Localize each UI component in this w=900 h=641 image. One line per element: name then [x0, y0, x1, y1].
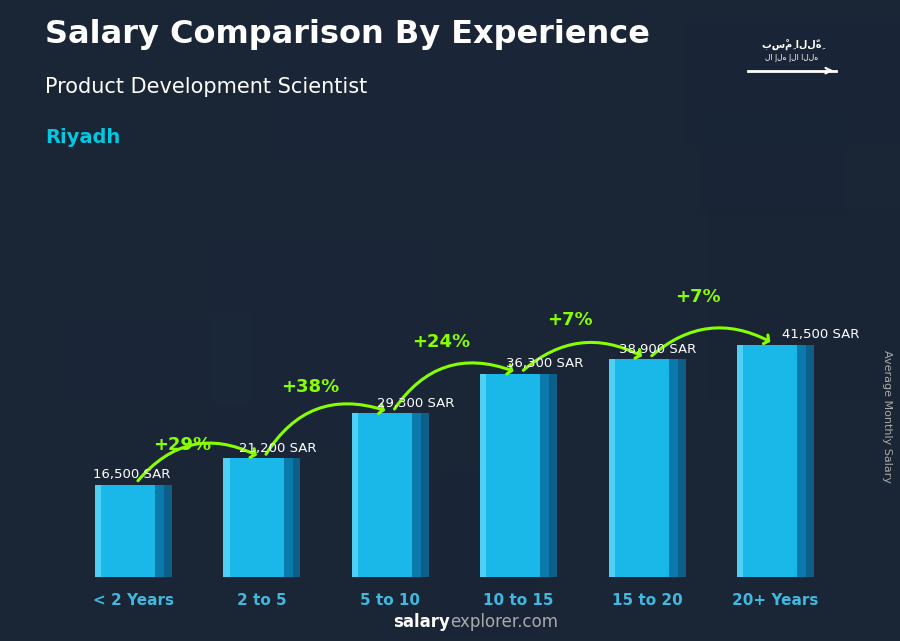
Text: +38%: +38% — [282, 378, 340, 395]
Bar — [540, 374, 557, 577]
Text: Product Development Scientist: Product Development Scientist — [45, 77, 367, 97]
Bar — [608, 360, 615, 577]
Bar — [550, 374, 557, 577]
Bar — [174, 66, 428, 290]
Bar — [284, 458, 301, 577]
Bar — [612, 360, 670, 577]
Bar — [292, 458, 301, 577]
Text: بِسْمِ اللّٰهِ: بِسْمِ اللّٰهِ — [762, 40, 822, 51]
Bar — [806, 345, 814, 577]
Text: Riyadh: Riyadh — [45, 128, 121, 147]
Bar — [99, 485, 157, 577]
Bar — [708, 206, 900, 402]
Text: 21,200 SAR: 21,200 SAR — [238, 442, 317, 455]
Bar — [678, 360, 686, 577]
Bar — [698, 115, 846, 214]
Bar — [72, 314, 252, 406]
Bar — [741, 345, 798, 577]
Bar — [223, 458, 230, 577]
Bar — [356, 413, 413, 577]
Text: +7%: +7% — [547, 311, 593, 329]
Text: 38,900 SAR: 38,900 SAR — [619, 343, 696, 356]
Bar — [95, 485, 102, 577]
Text: Salary Comparison By Experience: Salary Comparison By Experience — [45, 19, 650, 50]
Bar — [412, 413, 428, 577]
Bar — [440, 472, 536, 637]
Bar — [481, 374, 486, 577]
Text: 16,500 SAR: 16,500 SAR — [93, 468, 170, 481]
Text: 41,500 SAR: 41,500 SAR — [782, 328, 860, 342]
Bar — [270, 0, 557, 153]
Bar — [484, 374, 542, 577]
Text: +29%: +29% — [153, 437, 211, 454]
Bar — [155, 485, 172, 577]
Bar — [421, 413, 428, 577]
Bar — [797, 345, 814, 577]
Text: salary: salary — [393, 613, 450, 631]
Text: Average Monthly Salary: Average Monthly Salary — [881, 350, 892, 483]
Bar — [352, 413, 358, 577]
Text: +7%: +7% — [676, 288, 721, 306]
Text: +24%: +24% — [412, 333, 471, 351]
Text: 29,300 SAR: 29,300 SAR — [377, 397, 454, 410]
Bar — [737, 345, 743, 577]
Bar — [683, 23, 900, 146]
Text: explorer.com: explorer.com — [450, 613, 558, 631]
Bar — [165, 485, 172, 577]
Bar — [228, 458, 285, 577]
Bar — [211, 238, 424, 453]
Bar — [669, 360, 686, 577]
Text: لا إله إلا الله: لا إله إلا الله — [765, 53, 819, 62]
Text: 36,300 SAR: 36,300 SAR — [506, 358, 583, 370]
